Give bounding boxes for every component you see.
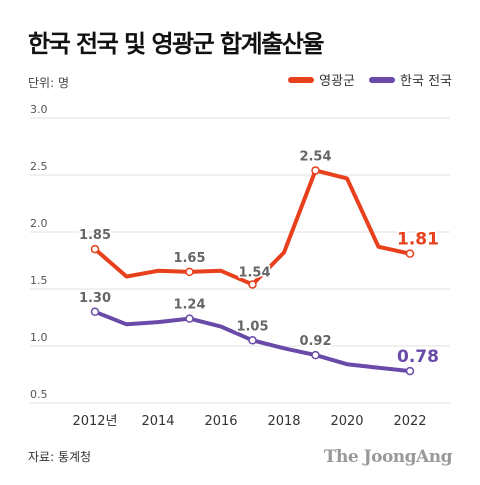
data-label: 1.05 bbox=[236, 319, 268, 334]
data-point bbox=[185, 314, 194, 323]
legend-swatch-yeonggwang bbox=[288, 76, 315, 83]
data-label: 0.78 bbox=[397, 347, 439, 367]
legend-item-korea: 한국 전국 bbox=[369, 70, 452, 89]
y-tick-label: 1.5 bbox=[30, 274, 48, 287]
data-label: 0.92 bbox=[299, 334, 331, 349]
data-point bbox=[311, 350, 320, 360]
data-point bbox=[185, 267, 194, 277]
x-tick-label: 2016 bbox=[204, 414, 237, 429]
data-label: 2.54 bbox=[299, 149, 331, 164]
legend-item-yeonggwang: 영광군 bbox=[288, 70, 355, 89]
x-tick-label: 2020 bbox=[330, 414, 363, 429]
x-tick-label: 2014 bbox=[141, 414, 174, 429]
y-tick-label: 3.0 bbox=[30, 103, 48, 116]
y-tick-label: 2.5 bbox=[30, 160, 48, 173]
publisher-logo: The JoongAng bbox=[323, 447, 453, 467]
data-label: 1.24 bbox=[173, 298, 205, 313]
legend-label-yeonggwang: 영광군 bbox=[319, 74, 356, 89]
data-label: 1.65 bbox=[173, 251, 205, 266]
data-point bbox=[405, 366, 415, 376]
x-tick-label: 2018 bbox=[267, 414, 300, 429]
data-label: 1.85 bbox=[79, 228, 111, 243]
legend-label-korea: 한국 전국 bbox=[400, 74, 452, 89]
data-label: 1.54 bbox=[238, 265, 270, 280]
data-point bbox=[405, 249, 415, 258]
legend: 영광군 한국 전국 bbox=[288, 70, 452, 89]
unit-label: 단위: 명 bbox=[28, 76, 69, 90]
data-point bbox=[311, 166, 320, 175]
data-label: 1.30 bbox=[79, 291, 111, 306]
data-point bbox=[248, 336, 257, 345]
data-label: 1.81 bbox=[397, 230, 439, 250]
x-tick-label: 2012년 bbox=[72, 414, 117, 429]
y-tick-label: 2.0 bbox=[30, 217, 48, 230]
source-label: 자료: 통계청 bbox=[28, 450, 92, 464]
legend-swatch-korea bbox=[369, 76, 396, 83]
x-tick-label: 2022 bbox=[393, 414, 426, 429]
data-point bbox=[90, 244, 100, 254]
y-tick-label: 0.5 bbox=[30, 388, 48, 401]
data-point bbox=[90, 307, 100, 317]
data-point bbox=[248, 280, 257, 289]
chart-title: 한국 전국 및 영광군 합계출산율 bbox=[28, 30, 324, 58]
y-tick-label: 1.0 bbox=[30, 331, 48, 344]
